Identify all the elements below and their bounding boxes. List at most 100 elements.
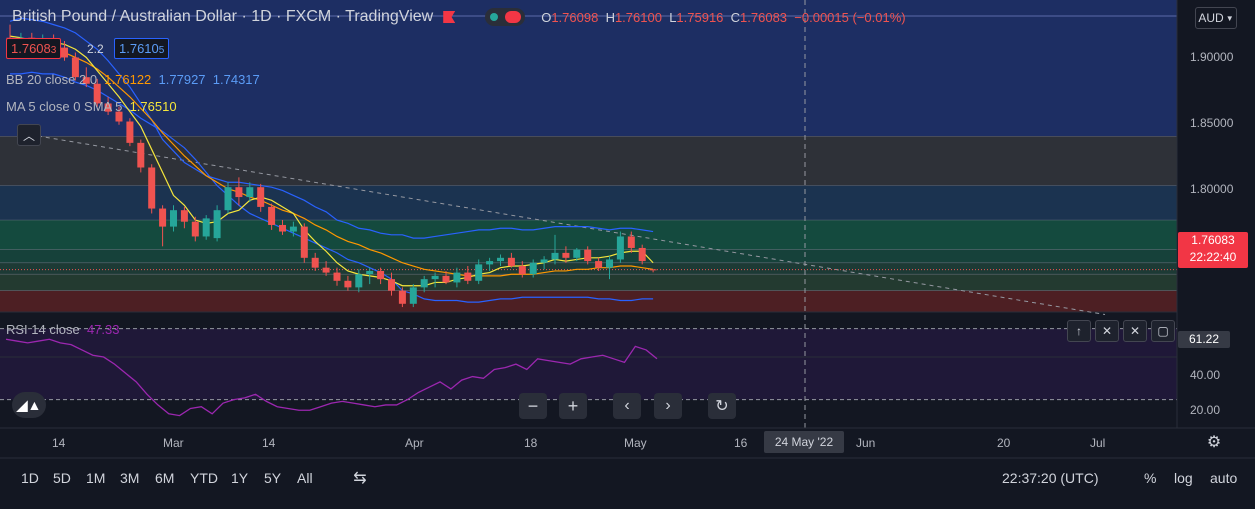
rsi-legend[interactable]: RSI 14 close 47.33 xyxy=(6,322,120,337)
timeframe-all[interactable]: All xyxy=(297,470,313,486)
candle-body xyxy=(507,257,515,267)
timeframe-1m[interactable]: 1M xyxy=(86,470,106,486)
time-axis-tick: Apr xyxy=(405,436,424,450)
candle-body xyxy=(649,269,657,271)
plus-icon: + xyxy=(567,395,579,416)
currency-button[interactable]: AUD ▼ xyxy=(1195,7,1237,29)
candle-body xyxy=(540,259,548,263)
zoom-out-button[interactable]: − xyxy=(519,393,547,419)
scroll-right-button[interactable]: › xyxy=(654,393,682,419)
close-icon: ✕ xyxy=(1101,324,1113,338)
candle-body xyxy=(616,236,624,260)
candle-body xyxy=(300,226,308,258)
candle-body xyxy=(366,270,374,275)
chevron-left-icon: ‹ xyxy=(624,397,630,414)
candle-body xyxy=(453,272,461,283)
open-value: 1.76098 xyxy=(551,9,599,25)
candle-body xyxy=(388,279,395,291)
candle-body xyxy=(289,226,297,232)
price-axis-tick: 1.80000 xyxy=(1190,182,1234,196)
tv-logo-icon: ◢▲ xyxy=(16,396,42,413)
timeframe-5d[interactable]: 5D xyxy=(53,470,71,486)
collapse-icon: ✕ xyxy=(1129,324,1141,338)
candle-body xyxy=(344,280,352,288)
candle-body xyxy=(257,187,265,207)
buy-button[interactable]: 1.76105 xyxy=(114,38,170,59)
candle-body xyxy=(584,249,592,262)
minus-icon: − xyxy=(527,395,539,416)
candle-body xyxy=(202,218,210,237)
candle-body xyxy=(235,187,243,198)
price-zone xyxy=(0,262,1177,275)
candle-body xyxy=(213,210,221,239)
date-range-button[interactable]: ⇆ xyxy=(348,467,372,489)
move-pane-up-button[interactable]: ↑ xyxy=(1067,320,1091,342)
candle-body xyxy=(104,103,112,112)
time-axis-tick: May xyxy=(624,436,647,450)
wave-icon xyxy=(505,11,522,23)
candle-body xyxy=(115,111,123,122)
flag-icon[interactable] xyxy=(443,11,456,23)
candle-body xyxy=(93,83,101,104)
candle-body xyxy=(442,275,450,283)
close-value: 1.76083 xyxy=(740,9,788,25)
candle-body xyxy=(333,272,341,281)
candle-body xyxy=(518,266,526,275)
rsi-line xyxy=(5,338,658,417)
sell-button[interactable]: 1.76083 xyxy=(6,38,62,59)
timeframe-ytd[interactable]: YTD xyxy=(190,470,218,486)
candle-body xyxy=(126,121,134,143)
candle-body xyxy=(82,77,90,84)
collapse-legend-button[interactable]: ︿ xyxy=(17,124,41,146)
time-axis-tick: Mar xyxy=(163,436,184,450)
reset-chart-button[interactable]: ↻ xyxy=(708,393,736,419)
clock-display[interactable]: 22:37:20 (UTC) xyxy=(1002,470,1099,486)
candle-body xyxy=(268,206,276,225)
zoom-in-button[interactable]: + xyxy=(559,393,587,419)
timeframe-1d[interactable]: 1D xyxy=(21,470,39,486)
price-zone xyxy=(0,274,1177,291)
candle-body xyxy=(246,187,254,198)
scroll-left-button[interactable]: ‹ xyxy=(613,393,641,419)
price-zone xyxy=(0,0,1177,137)
candle-body xyxy=(551,252,559,260)
calendar-icon: ⇆ xyxy=(353,470,367,487)
time-axis-tick: 14 xyxy=(52,436,66,450)
log-toggle[interactable]: log xyxy=(1174,470,1193,486)
time-axis-tick: 14 xyxy=(262,436,276,450)
candle-body xyxy=(475,264,483,281)
percent-toggle[interactable]: % xyxy=(1144,470,1157,486)
maximize-pane-button[interactable]: ▢ xyxy=(1151,320,1175,342)
candle-body xyxy=(377,270,385,280)
close-pane-button[interactable]: ✕ xyxy=(1095,320,1119,342)
timeframe-5y[interactable]: 5Y xyxy=(264,470,282,486)
tradingview-logo[interactable]: ◢▲ xyxy=(12,392,46,418)
chevron-down-icon: ▼ xyxy=(1225,13,1234,23)
settings-button[interactable]: ⚙ xyxy=(1203,432,1225,452)
candle-body xyxy=(409,287,417,304)
auto-toggle[interactable]: auto xyxy=(1210,470,1238,486)
crosshair-date-label: 24 May '22 xyxy=(764,431,844,453)
candle-body xyxy=(279,224,286,232)
rsi-axis-tick: 40.00 xyxy=(1190,368,1221,382)
chevron-right-icon: › xyxy=(665,397,671,414)
timeframe-3m[interactable]: 3M xyxy=(120,470,140,486)
candle-body xyxy=(638,247,646,262)
candle-body xyxy=(606,259,613,268)
bb-legend[interactable]: BB 20 close 2 0 1.76122 1.77927 1.74317 xyxy=(6,72,260,87)
status-dot-icon xyxy=(490,13,499,21)
timeframe-6m[interactable]: 6M xyxy=(155,470,175,486)
bb-upper-line xyxy=(9,17,654,239)
timeframe-1y[interactable]: 1Y xyxy=(231,470,249,486)
candle-body xyxy=(486,261,494,265)
change-value: −0.00015 (−0.01%) xyxy=(794,9,906,25)
chevron-up-icon: ︿ xyxy=(22,128,35,143)
candle-body xyxy=(398,290,406,304)
gear-icon: ⚙ xyxy=(1206,434,1222,451)
last-price-label: 1.76083 22:22:40 xyxy=(1178,232,1248,268)
candle-body xyxy=(191,221,199,237)
collapse-pane-button[interactable]: ✕ xyxy=(1123,320,1147,342)
ma-legend[interactable]: MA 5 close 0 SMA 5 1.76510 xyxy=(6,99,177,114)
market-status-toggle[interactable] xyxy=(485,8,526,26)
